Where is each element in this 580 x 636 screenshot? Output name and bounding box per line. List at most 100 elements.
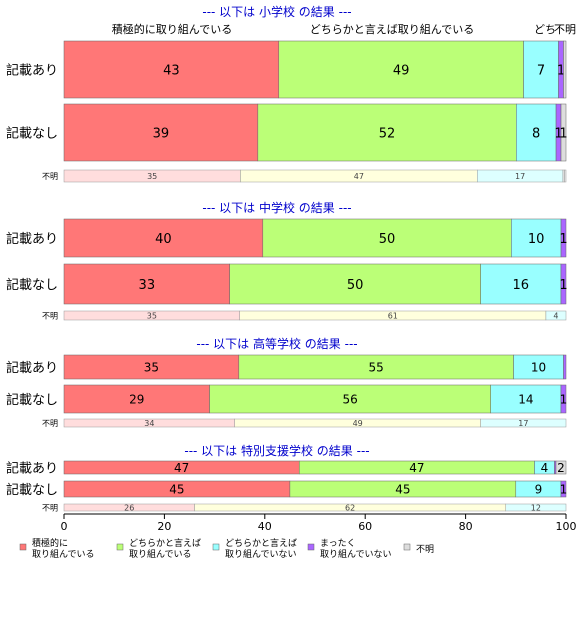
row-label: 記載あり — [6, 461, 58, 477]
bar-segment — [480, 263, 562, 305]
column-header: どち — [534, 23, 556, 36]
legend-label: 取り組んでいる — [32, 548, 95, 560]
row-label: 記載あり — [6, 63, 58, 79]
data-label: 1 — [559, 278, 567, 293]
bar-segment — [209, 384, 491, 414]
data-label: 50 — [347, 278, 364, 293]
data-label: 1 — [560, 393, 568, 407]
bar-segment — [516, 103, 557, 162]
legend-label: 不明 — [416, 544, 434, 555]
bar-segment — [563, 354, 567, 380]
data-label: 40 — [155, 232, 172, 247]
x-tick-label: 80 — [459, 520, 473, 533]
bar-segment — [560, 103, 567, 162]
data-label: 17 — [515, 172, 525, 181]
legend-swatch — [19, 543, 27, 551]
row-label: 記載なし — [6, 482, 58, 498]
legend-label: 取り組んでいない — [320, 548, 392, 560]
data-label: 14 — [518, 393, 533, 407]
bar-segment — [560, 263, 567, 305]
row-label: 記載あり — [6, 360, 58, 376]
bar-segment — [560, 384, 567, 414]
bar-segment — [505, 503, 567, 512]
bar-segment — [480, 418, 567, 428]
data-label: 12 — [531, 504, 541, 513]
bar-segment — [545, 310, 567, 321]
data-label: 55 — [369, 361, 384, 375]
legend-label: 取り組んでいる — [129, 548, 192, 560]
data-label: 17 — [518, 419, 528, 428]
data-label: 45 — [395, 483, 410, 497]
bar-segment — [238, 354, 514, 380]
bar-segment — [490, 384, 562, 414]
column-header: 不明 — [554, 23, 576, 36]
data-label: 10 — [528, 232, 545, 247]
legend-label: 積極的に — [32, 537, 68, 549]
data-label: 16 — [513, 278, 530, 293]
data-label: 29 — [129, 393, 144, 407]
data-label: 26 — [124, 504, 134, 513]
legend-label: まったく — [320, 538, 356, 549]
x-tick-label: 100 — [556, 520, 577, 533]
legend-swatch — [116, 543, 124, 551]
data-label: 47 — [174, 461, 189, 475]
legend-swatch — [212, 543, 220, 551]
bar-segment — [278, 40, 524, 99]
row-label: 不明 — [42, 504, 58, 513]
bar-segment — [63, 384, 210, 414]
bar-segment — [229, 263, 481, 305]
x-tick-label: 40 — [258, 520, 272, 533]
column-header: どちらかと言えば取り組んでいる — [310, 23, 474, 36]
group-title: --- 以下は 中学校 の結果 --- — [202, 200, 351, 215]
bar-segment — [555, 460, 567, 475]
data-label: 4 — [553, 312, 558, 321]
bar-segment — [564, 169, 567, 183]
data-label: 45 — [169, 483, 184, 497]
bar-segment — [63, 354, 240, 380]
bar-segment — [262, 218, 512, 258]
data-label: 33 — [139, 278, 156, 293]
row-label: 不明 — [42, 419, 58, 428]
data-label: 47 — [354, 172, 364, 181]
legend-swatch — [307, 543, 315, 551]
bar-segment — [563, 40, 567, 99]
data-label: 1 — [560, 483, 568, 497]
data-label: 2 — [557, 461, 565, 475]
x-tick-label: 60 — [358, 520, 372, 533]
bar-segment — [523, 40, 559, 99]
bar-segment — [63, 40, 280, 99]
row-label: 記載あり — [6, 231, 58, 247]
legend-swatch — [403, 543, 411, 551]
data-label: 35 — [144, 361, 159, 375]
group-title: --- 以下は 小学校 の結果 --- — [202, 4, 351, 19]
data-label: 56 — [342, 393, 357, 407]
data-label: 1 — [559, 232, 567, 247]
data-label: 47 — [409, 461, 424, 475]
data-label: 8 — [532, 126, 540, 141]
data-label: 1 — [554, 126, 562, 141]
data-label: 9 — [535, 483, 543, 497]
bar-segment — [63, 218, 264, 258]
data-label: 50 — [379, 232, 396, 247]
data-label: 1 — [557, 63, 565, 78]
data-label: 62 — [345, 504, 355, 513]
data-label: 10 — [531, 361, 546, 375]
column-header: 積極的に取り組んでいる — [112, 22, 232, 36]
group-title: --- 以下は 特別支援学校 の結果 --- — [184, 443, 369, 458]
bar-segment — [511, 218, 562, 258]
row-label: 記載なし — [6, 126, 58, 142]
data-label: 61 — [388, 312, 398, 321]
legend-label: 取り組んでいない — [225, 548, 297, 560]
data-label: 39 — [153, 126, 170, 141]
legend-label: どちらかと言えば — [225, 537, 297, 549]
x-tick-label: 0 — [61, 520, 68, 533]
data-label: 7 — [537, 63, 545, 78]
row-label: 不明 — [42, 172, 58, 181]
bar-segment — [560, 218, 567, 258]
data-label: 1 — [559, 126, 567, 141]
data-label: 49 — [353, 419, 363, 428]
bar-segment — [63, 263, 230, 305]
x-tick-label: 20 — [157, 520, 171, 533]
data-label: 49 — [393, 63, 410, 78]
